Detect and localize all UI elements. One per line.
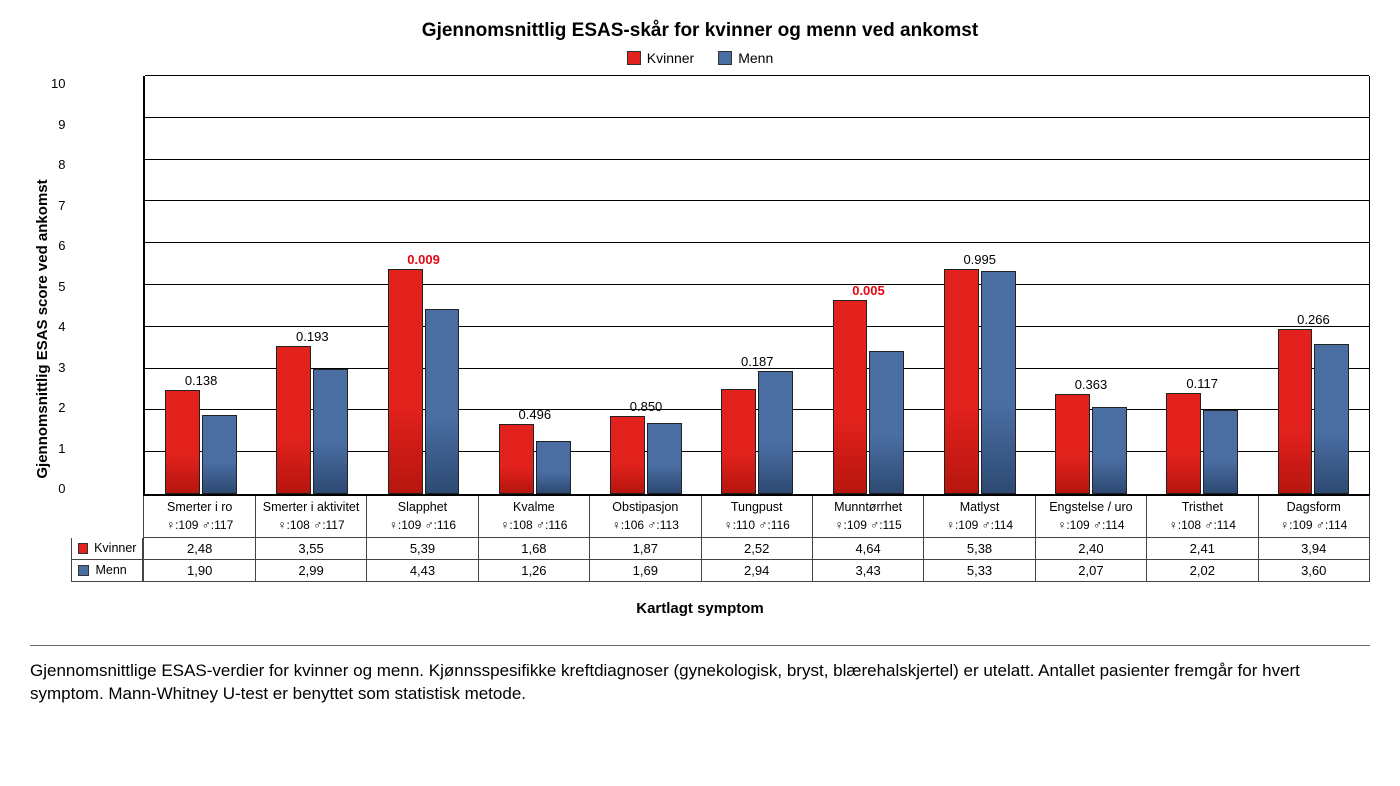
p-value-label: 0.850 (590, 399, 701, 416)
data-table-cell: 2,52 (702, 538, 813, 560)
x-category-label: Engstelse / uro♀:109 ♂:114 (1036, 496, 1147, 538)
data-table-cell: 1,90 (144, 560, 255, 582)
data-table-cell: 3,60 (1259, 560, 1370, 582)
bar-kvinner (276, 346, 311, 494)
bar-group: 0.496 (479, 76, 590, 494)
data-table-cell: 2,07 (1036, 560, 1147, 582)
bar-group: 0.138 (145, 76, 256, 494)
data-table-cell: 5,33 (924, 560, 1035, 582)
y-axis-ticks: 109876543210 (51, 76, 71, 496)
bar-group: 0.850 (590, 76, 701, 494)
bar-menn (1314, 344, 1349, 494)
bar-menn (425, 309, 460, 494)
p-value-label: 0.363 (1035, 377, 1146, 394)
data-table-row-kvinner: Kvinner2,483,555,391,681,872,524,645,382… (71, 538, 1370, 560)
p-value-label: 0.009 (368, 252, 479, 269)
bar-group: 0.995 (924, 76, 1035, 494)
bar-group: 0.117 (1147, 76, 1258, 494)
legend-label: Kvinner (647, 50, 694, 66)
bar-kvinner (610, 416, 645, 494)
legend-item: Kvinner (627, 50, 694, 66)
bar-group: 0.187 (702, 76, 813, 494)
chart-area: Gjennomsnittlig ESAS score ved ankomst 1… (30, 76, 1370, 582)
data-table-cell: 2,48 (144, 538, 255, 560)
bar-kvinner (833, 300, 868, 494)
bar-group: 0.009 (368, 76, 479, 494)
chart-title: Gjennomsnittlig ESAS-skår for kvinner og… (30, 20, 1370, 42)
p-value-label: 0.193 (257, 329, 368, 346)
x-category-label: Tristhet♀:108 ♂:114 (1147, 496, 1258, 538)
bar-group: 0.266 (1258, 76, 1369, 494)
bar-group: 0.363 (1035, 76, 1146, 494)
bar-menn (202, 415, 237, 494)
x-category-label: Slapphet♀:109 ♂:116 (367, 496, 478, 538)
data-table-cell: 5,38 (924, 538, 1035, 560)
esas-chart: Gjennomsnittlig ESAS-skår for kvinner og… (30, 20, 1370, 706)
x-axis-labels: Smerter i ro♀:109 ♂:117Smerter i aktivit… (71, 496, 1370, 538)
bar-menn (1092, 407, 1127, 494)
x-category-label: Smerter i aktivitet♀:108 ♂:117 (256, 496, 367, 538)
x-axis-title: Kartlagt symptom (30, 600, 1370, 617)
p-value-label: 0.187 (702, 354, 813, 371)
x-category-label: Obstipasjon♀:106 ♂:113 (590, 496, 701, 538)
p-value-label: 0.266 (1258, 312, 1369, 329)
data-table-cell: 3,94 (1259, 538, 1370, 560)
bar-kvinner (1278, 329, 1313, 494)
bar-kvinner (165, 390, 200, 494)
bar-kvinner (499, 424, 534, 494)
bar-menn (647, 423, 682, 494)
bar-group: 0.193 (257, 76, 368, 494)
separator (30, 645, 1370, 646)
legend-label: Menn (738, 50, 773, 66)
bar-menn (981, 271, 1016, 494)
data-table-head: Kvinner (71, 538, 143, 560)
data-table-cell: 4,43 (367, 560, 478, 582)
data-table-cell: 2,40 (1036, 538, 1147, 560)
bar-menn (313, 369, 348, 494)
bar-kvinner (721, 389, 756, 494)
data-table-cell: 1,68 (479, 538, 590, 560)
x-category-label: Munntørrhet♀:109 ♂:115 (813, 496, 924, 538)
x-category-label: Smerter i ro♀:109 ♂:117 (144, 496, 255, 538)
bar-group: 0.005 (813, 76, 924, 494)
bar-menn (536, 441, 571, 494)
x-category-label: Tungpust♀:110 ♂:116 (702, 496, 813, 538)
p-value-label: 0.138 (145, 373, 256, 390)
data-table-cell: 2,02 (1147, 560, 1258, 582)
bar-kvinner (1055, 394, 1090, 494)
x-category-label: Matlyst♀:109 ♂:114 (924, 496, 1035, 538)
bar-menn (1203, 410, 1238, 494)
chart-legend: Kvinner Menn (30, 50, 1370, 70)
bar-kvinner (388, 269, 423, 494)
bar-menn (758, 371, 793, 494)
data-table-cell: 5,39 (367, 538, 478, 560)
bar-kvinner (1166, 393, 1201, 494)
data-table-cell: 1,87 (590, 538, 701, 560)
data-table-head: Menn (71, 560, 143, 582)
data-table-cell: 3,55 (256, 538, 367, 560)
p-value-label: 0.117 (1147, 376, 1258, 393)
data-table-cell: 3,43 (813, 560, 924, 582)
y-axis-label: Gjennomsnittlig ESAS score ved ankomst (30, 76, 51, 582)
plot-area: 0.138 0.193 0.009 0.4960.850 0.187 0.0050.995… (143, 76, 1370, 496)
p-value-label: 0.995 (924, 252, 1035, 269)
bar-kvinner (944, 269, 979, 494)
data-table-cell: 4,64 (813, 538, 924, 560)
caption-text: Gjennomsnittlige ESAS-verdier for kvinne… (30, 660, 1370, 706)
p-value-label: 0.496 (479, 407, 590, 424)
bar-menn (869, 351, 904, 494)
legend-item: Menn (718, 50, 773, 66)
data-table-cell: 1,26 (479, 560, 590, 582)
data-table-cell: 2,99 (256, 560, 367, 582)
data-table-cell: 1,69 (590, 560, 701, 582)
x-category-label: Dagsform♀:109 ♂:114 (1259, 496, 1370, 538)
data-table-cell: 2,41 (1147, 538, 1258, 560)
data-table-row-menn: Menn1,902,994,431,261,692,943,435,332,07… (71, 560, 1370, 582)
x-category-label: Kvalme♀:108 ♂:116 (479, 496, 590, 538)
data-table-cell: 2,94 (702, 560, 813, 582)
p-value-label: 0.005 (813, 283, 924, 300)
